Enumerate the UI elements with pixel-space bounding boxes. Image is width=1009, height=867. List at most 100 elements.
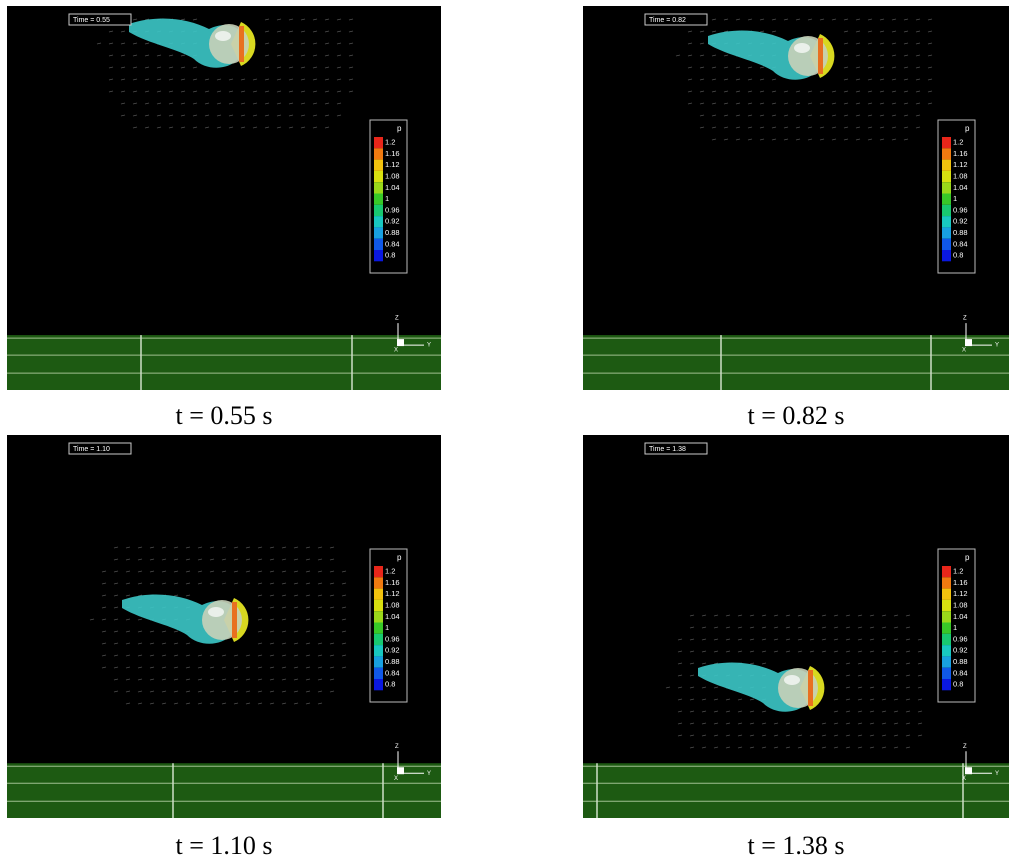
- colorbar-label: 1.2: [953, 138, 963, 147]
- colorbar-label: 0.88: [385, 228, 400, 237]
- velocity-vector: [783, 114, 789, 117]
- velocity-vector: [927, 78, 933, 81]
- velocity-vector: [903, 138, 909, 141]
- velocity-vector: [257, 702, 263, 705]
- velocity-vector: [735, 66, 741, 69]
- velocity-vector: [867, 138, 873, 141]
- velocity-vector: [288, 78, 294, 81]
- velocity-vector: [807, 18, 813, 21]
- triad-label: Y: [427, 771, 431, 777]
- velocity-vector: [797, 746, 803, 749]
- velocity-vector: [773, 650, 779, 653]
- velocity-vector: [785, 626, 791, 629]
- velocity-vector: [180, 90, 186, 93]
- velocity-vector: [677, 674, 683, 677]
- velocity-vector: [293, 582, 299, 585]
- velocity-vector: [857, 626, 863, 629]
- velocity-vector: [293, 546, 299, 549]
- velocity-vector: [233, 678, 239, 681]
- velocity-vector: [881, 674, 887, 677]
- velocity-vector: [264, 126, 270, 129]
- velocity-vector: [317, 558, 323, 561]
- velocity-vector: [761, 746, 767, 749]
- velocity-vector: [687, 30, 693, 33]
- velocity-vector: [305, 630, 311, 633]
- sphere-highlight: [215, 31, 231, 41]
- velocity-vector: [687, 54, 693, 57]
- velocity-vector: [881, 722, 887, 725]
- velocity-vector: [915, 18, 921, 21]
- velocity-vector: [336, 18, 342, 21]
- triad-origin: [397, 767, 404, 775]
- velocity-vector: [257, 666, 263, 669]
- velocity-vector: [879, 30, 885, 33]
- velocity-vector: [300, 102, 306, 105]
- velocity-vector: [747, 78, 753, 81]
- colorbar-label: 1.12: [385, 589, 400, 598]
- velocity-vector: [221, 570, 227, 573]
- velocity-vector: [329, 630, 335, 633]
- velocity-vector: [137, 666, 143, 669]
- velocity-vector: [821, 638, 827, 641]
- velocity-vector: [845, 734, 851, 737]
- colorbar-swatch: [942, 204, 951, 217]
- triad-label: Y: [995, 771, 999, 777]
- velocity-vector: [759, 30, 765, 33]
- velocity-vector: [329, 594, 335, 597]
- velocity-vector: [869, 710, 875, 713]
- velocity-vector: [180, 54, 186, 57]
- velocity-vector: [293, 642, 299, 645]
- colorbar-swatch: [942, 148, 951, 160]
- colorbar-swatch: [374, 645, 383, 657]
- colorbar-swatch: [374, 193, 383, 205]
- velocity-vector: [156, 90, 162, 93]
- velocity-vector: [341, 570, 347, 573]
- velocity-vector: [711, 54, 717, 57]
- velocity-vector: [192, 126, 198, 129]
- velocity-vector: [324, 18, 330, 21]
- velocity-vector: [269, 642, 275, 645]
- velocity-vector: [144, 114, 150, 117]
- velocity-vector: [305, 618, 311, 621]
- velocity-vector: [893, 686, 899, 689]
- velocity-vector: [173, 570, 179, 573]
- velocity-vector: [809, 614, 815, 617]
- colorbar-label: 1.12: [385, 160, 400, 169]
- velocity-vector: [161, 666, 167, 669]
- velocity-vector: [725, 734, 731, 737]
- velocity-vector: [881, 650, 887, 653]
- velocity-vector: [173, 582, 179, 585]
- velocity-vector: [161, 678, 167, 681]
- velocity-vector: [228, 90, 234, 93]
- velocity-vector: [288, 30, 294, 33]
- velocity-vector: [711, 138, 717, 141]
- velocity-vector: [317, 642, 323, 645]
- velocity-vector: [173, 594, 179, 597]
- colorbar-swatch: [374, 599, 383, 612]
- velocity-vector: [281, 654, 287, 657]
- velocity-vector: [132, 114, 138, 117]
- velocity-vector: [149, 666, 155, 669]
- colorbar-label: 0.92: [385, 646, 400, 655]
- velocity-vector: [305, 558, 311, 561]
- velocity-vector: [713, 614, 719, 617]
- velocity-vector: [300, 90, 306, 93]
- velocity-vector: [917, 710, 923, 713]
- colorbar-label: 0.96: [953, 634, 968, 643]
- velocity-vector: [725, 722, 731, 725]
- velocity-vector: [317, 618, 323, 621]
- velocity-vector: [192, 66, 198, 69]
- colorbar-swatch: [942, 679, 951, 691]
- velocity-vector: [341, 582, 347, 585]
- velocity-vector: [891, 90, 897, 93]
- velocity-vector: [336, 114, 342, 117]
- velocity-vector: [879, 126, 885, 129]
- velocity-vector: [257, 630, 263, 633]
- velocity-vector: [137, 618, 143, 621]
- velocity-vector: [300, 114, 306, 117]
- velocity-vector: [168, 114, 174, 117]
- velocity-vector: [747, 114, 753, 117]
- velocity-vector: [125, 702, 131, 705]
- velocity-vector: [317, 630, 323, 633]
